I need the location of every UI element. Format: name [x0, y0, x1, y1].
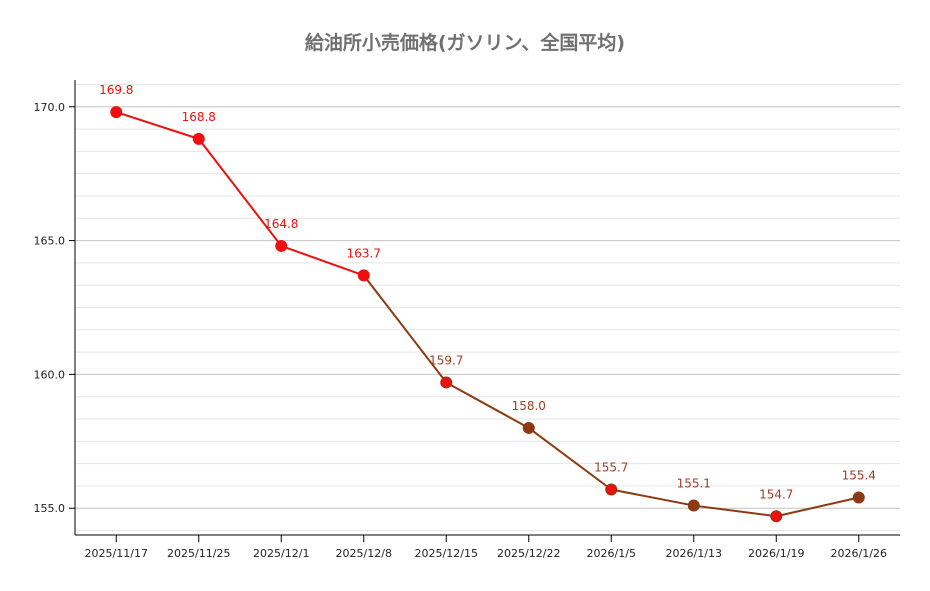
- series-segment: [528, 427, 612, 491]
- y-tick-label: 165.0: [34, 235, 66, 248]
- x-tick-label: 2025/12/15: [415, 547, 478, 560]
- x-tick-label: 2026/1/13: [666, 547, 722, 560]
- data-label: 155.4: [842, 469, 876, 483]
- chart-title: 給油所小売価格(ガソリン、全国平均): [304, 32, 626, 54]
- data-point: [110, 106, 123, 119]
- data-point: [687, 499, 700, 512]
- data-point: [192, 132, 205, 145]
- data-label: 155.7: [594, 461, 628, 475]
- y-tick-label: 155.0: [34, 502, 66, 515]
- data-point: [275, 239, 288, 252]
- x-tick-label: 2025/12/8: [336, 547, 392, 560]
- x-tick-label: 2026/1/19: [748, 547, 804, 560]
- x-tick-label: 2025/11/17: [85, 547, 148, 560]
- series-segment: [445, 381, 530, 429]
- series-segment: [197, 138, 283, 247]
- y-tick-label: 170.0: [34, 101, 66, 114]
- series-segment: [115, 111, 200, 140]
- y-tick-label: 160.0: [34, 368, 66, 381]
- data-label: 163.7: [347, 246, 381, 260]
- series-segment: [280, 244, 365, 277]
- data-point: [440, 376, 453, 389]
- data-label: 155.1: [677, 477, 711, 491]
- data-label: 158.0: [512, 399, 546, 413]
- data-label: 169.8: [99, 83, 133, 97]
- data-label: 164.8: [264, 217, 298, 231]
- data-label: 168.8: [182, 110, 216, 124]
- data-point: [357, 269, 370, 282]
- data-label: 159.7: [429, 353, 463, 367]
- series-segment: [776, 496, 859, 518]
- x-tick-label: 2025/11/25: [167, 547, 230, 560]
- series-segment: [693, 504, 777, 518]
- series-segment: [362, 274, 448, 384]
- x-tick-label: 2026/1/26: [831, 547, 887, 560]
- data-label: 154.7: [759, 487, 793, 501]
- data-point: [852, 491, 865, 504]
- x-tick-label: 2025/12/22: [497, 547, 560, 560]
- data-point: [770, 510, 783, 523]
- data-point: [522, 421, 535, 434]
- x-tick-label: 2026/1/5: [587, 547, 636, 560]
- data-point: [605, 483, 618, 496]
- series-segment: [611, 488, 694, 507]
- x-tick-label: 2025/12/1: [253, 547, 309, 560]
